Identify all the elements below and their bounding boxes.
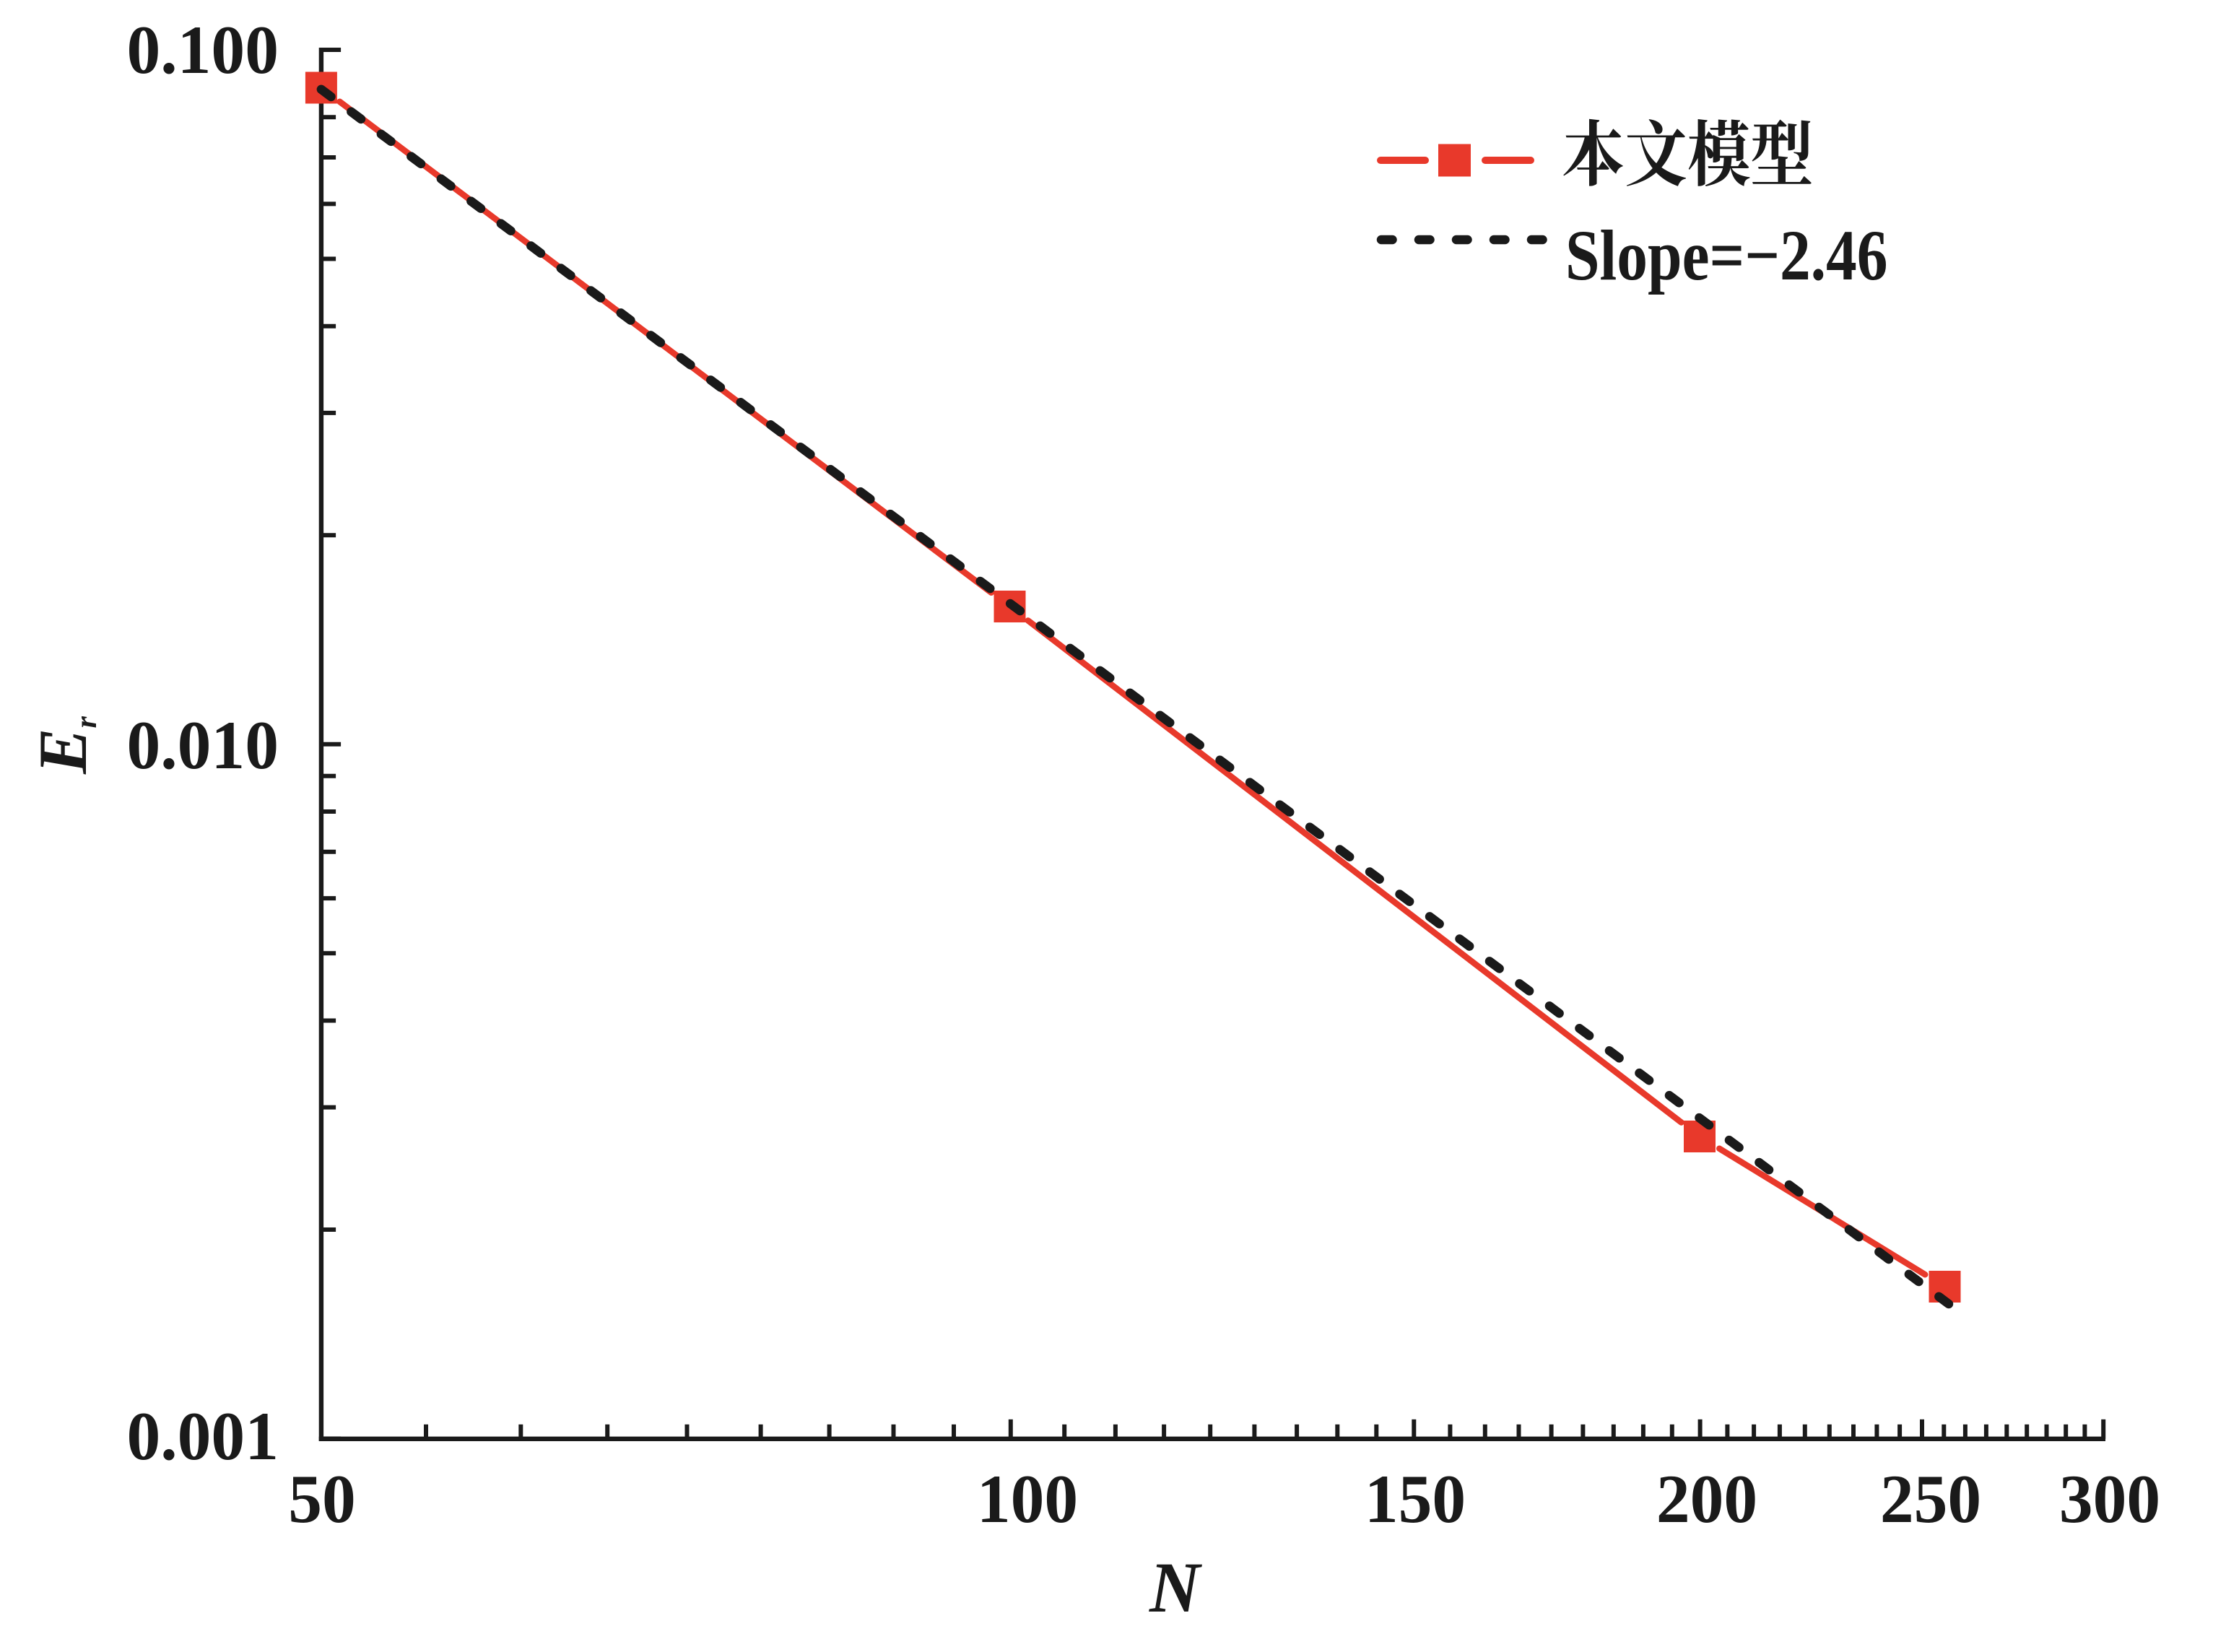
svg-text:300: 300: [2059, 1461, 2160, 1537]
svg-text:200: 200: [1656, 1461, 1757, 1537]
svg-text:Slope=−2.46: Slope=−2.46: [1565, 216, 1888, 296]
svg-text:100: 100: [977, 1461, 1078, 1537]
svg-text:50: 50: [288, 1461, 356, 1537]
svg-text:0.001: 0.001: [126, 1399, 279, 1474]
svg-text:N: N: [1149, 1548, 1203, 1628]
svg-text:0.010: 0.010: [126, 708, 279, 783]
svg-text:150: 150: [1365, 1461, 1466, 1537]
svg-text:250: 250: [1880, 1461, 1981, 1537]
svg-text:0.100: 0.100: [126, 12, 279, 88]
